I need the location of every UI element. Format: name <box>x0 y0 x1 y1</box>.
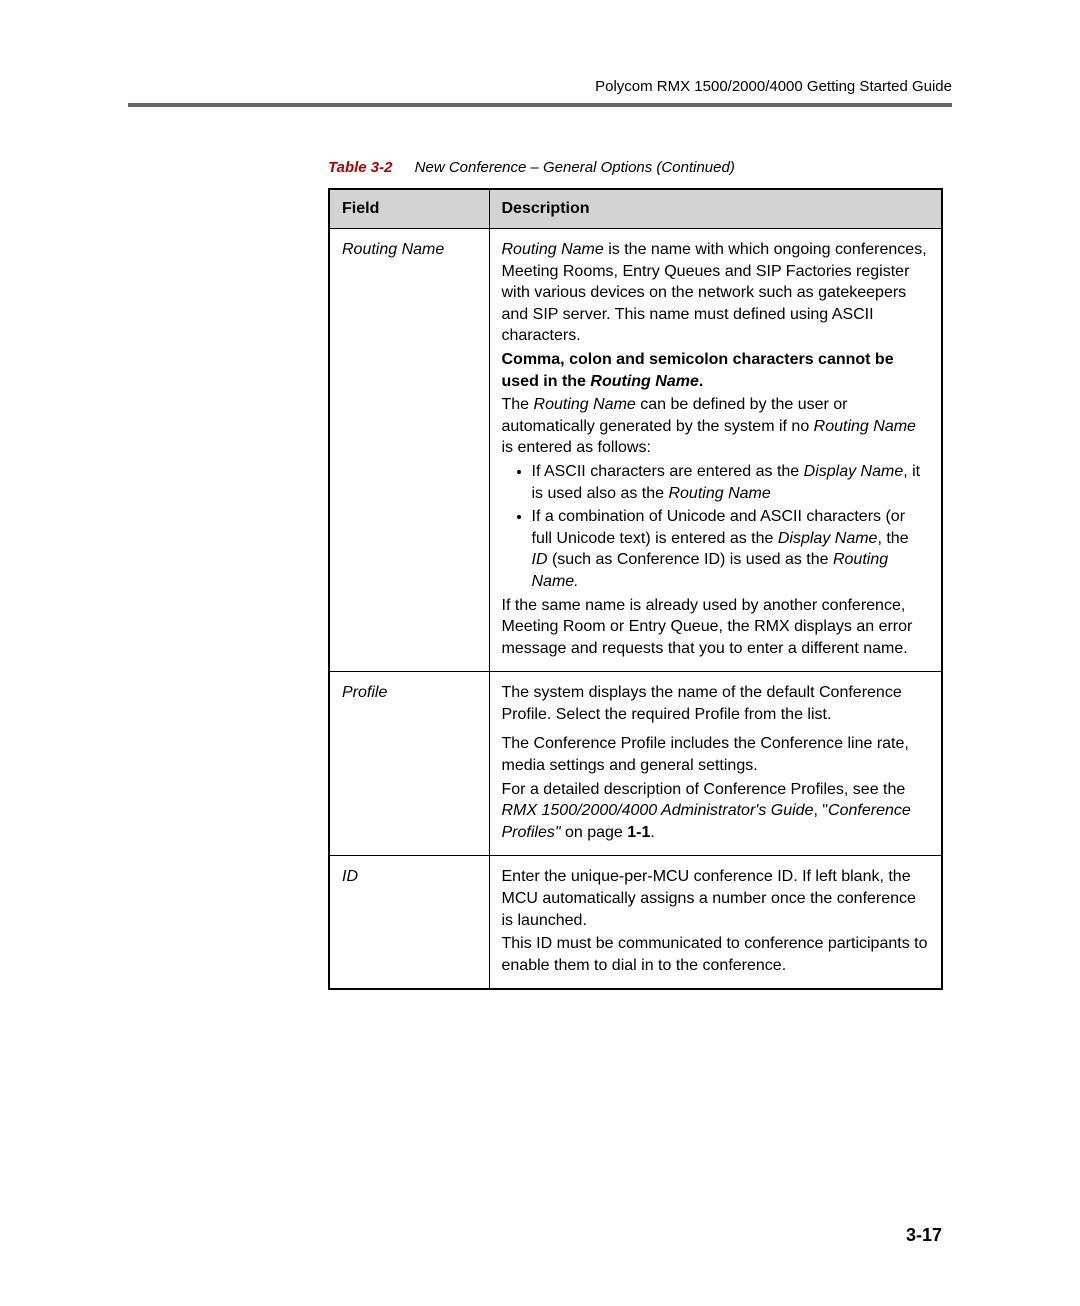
header-rule <box>128 103 952 107</box>
description-routing-name: Routing Name is the name with which ongo… <box>489 229 942 672</box>
running-header: Polycom RMX 1500/2000/4000 Getting Start… <box>128 78 952 95</box>
paragraph: The Routing Name can be defined by the u… <box>502 394 930 459</box>
text-bold-italic: Routing Name <box>590 373 698 390</box>
text-italic: Routing Name <box>534 396 636 413</box>
paragraph: For a detailed description of Conference… <box>502 779 930 844</box>
table-caption: Table 3-2 New Conference – General Optio… <box>328 159 952 176</box>
paragraph: Enter the unique-per-MCU conference ID. … <box>502 866 930 931</box>
column-header-description: Description <box>489 189 942 229</box>
list-item: If ASCII characters are entered as the D… <box>532 461 930 504</box>
text: (such as Conference ID) is used as the <box>548 551 833 568</box>
caption-text: New Conference – General Options (Contin… <box>415 159 735 176</box>
text: . <box>650 824 654 841</box>
text-italic: Routing Name <box>502 241 604 258</box>
table-row: Profile The system displays the name of … <box>329 672 942 856</box>
text-italic: Routing Name <box>668 485 770 502</box>
paragraph: Routing Name is the name with which ongo… <box>502 239 930 347</box>
text: , " <box>813 802 828 819</box>
text: If ASCII characters are entered as the <box>532 463 804 480</box>
text: on page <box>561 824 628 841</box>
text-italic: Routing Name <box>814 418 916 435</box>
text: , the <box>877 530 908 547</box>
description-profile: The system displays the name of the defa… <box>489 672 942 856</box>
text: is entered as follows: <box>502 439 651 456</box>
text-italic: Display Name <box>804 463 904 480</box>
text: The <box>502 396 534 413</box>
bullet-list: If ASCII characters are entered as the D… <box>502 461 930 593</box>
options-table: Field Description Routing Name Routing N… <box>328 188 943 990</box>
text-italic: RMX 1500/2000/4000 Administrator's Guide <box>502 802 814 819</box>
description-id: Enter the unique-per-MCU conference ID. … <box>489 856 942 989</box>
text: For a detailed description of Conference… <box>502 781 906 798</box>
text-italic: Display Name <box>778 530 878 547</box>
field-id: ID <box>329 856 489 989</box>
text-italic: ID <box>532 551 548 568</box>
paragraph: If the same name is already used by anot… <box>502 595 930 660</box>
field-routing-name: Routing Name <box>329 229 489 672</box>
paragraph: This ID must be communicated to conferen… <box>502 933 930 976</box>
table-row: Routing Name Routing Name is the name wi… <box>329 229 942 672</box>
table-row: ID Enter the unique-per-MCU conference I… <box>329 856 942 989</box>
field-profile: Profile <box>329 672 489 856</box>
text-bold: 1-1 <box>627 824 650 841</box>
table-header-row: Field Description <box>329 189 942 229</box>
paragraph: Comma, colon and semicolon characters ca… <box>502 349 930 392</box>
paragraph: The system displays the name of the defa… <box>502 682 930 725</box>
paragraph: The Conference Profile includes the Conf… <box>502 733 930 776</box>
caption-label: Table 3-2 <box>328 159 392 176</box>
page-content: Polycom RMX 1500/2000/4000 Getting Start… <box>0 0 1080 1030</box>
text-bold: . <box>699 373 703 390</box>
column-header-field: Field <box>329 189 489 229</box>
list-item: If a combination of Unicode and ASCII ch… <box>532 506 930 592</box>
page-number: 3-17 <box>906 1225 942 1246</box>
